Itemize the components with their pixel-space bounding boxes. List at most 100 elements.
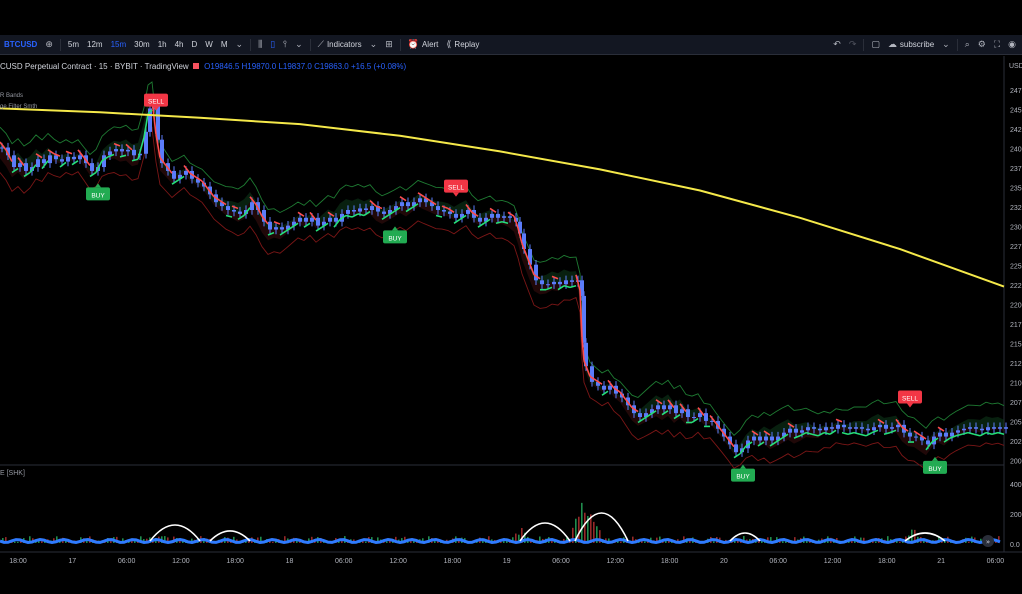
candle-body: [220, 202, 224, 207]
interval-w[interactable]: W: [205, 40, 213, 49]
candle-body: [854, 427, 858, 429]
candle-body: [564, 280, 568, 285]
indicator-label[interactable]: ge Filter Smth: [0, 104, 38, 110]
candle-body: [546, 284, 550, 286]
add-symbol-icon[interactable]: ⊕: [45, 39, 53, 49]
chevron-down-icon[interactable]: ⌄: [369, 39, 378, 49]
volume-indicator-label[interactable]: E [SHK]: [0, 470, 25, 477]
interval-1h[interactable]: 1h: [157, 40, 167, 49]
price-tick-label: 237: [1010, 166, 1022, 173]
candle-body: [914, 436, 918, 438]
candle-body: [704, 413, 708, 421]
badge-box: [731, 468, 755, 482]
trailing-stop-segment: [59, 161, 67, 168]
volume-bar: [578, 516, 580, 543]
volume-bar: [899, 541, 901, 543]
sell-signal-badge: SELL: [898, 390, 922, 408]
volume-bar: [641, 540, 643, 543]
interval-m[interactable]: M: [220, 40, 228, 49]
subscribe-button[interactable]: ☁ subscribe: [884, 39, 938, 50]
trailing-stop-segment: [715, 422, 723, 432]
trailing-stop-segment: [955, 433, 963, 437]
trailing-stop-segment: [579, 290, 583, 338]
redo-icon[interactable]: ↷: [848, 39, 857, 49]
trailing-stop-segment: [435, 214, 443, 218]
templates-icon[interactable]: ⊞: [385, 39, 393, 49]
candle-body: [992, 427, 996, 429]
trailing-stop-segment: [41, 160, 49, 170]
volume-bar: [743, 536, 745, 543]
candle-body: [662, 405, 666, 410]
badge-pointer: [740, 464, 746, 469]
candles-icon[interactable]: ▯: [270, 39, 276, 49]
candle-body: [490, 213, 494, 218]
interval-4h[interactable]: 4h: [174, 40, 184, 49]
interval-30m[interactable]: 30m: [134, 40, 150, 49]
trailing-stop-segment: [521, 243, 529, 260]
candle-body: [752, 436, 756, 441]
trailing-stop-segment: [303, 222, 311, 228]
indicator-label[interactable]: R Bands: [0, 93, 24, 99]
candle-body: [18, 163, 22, 168]
trailing-stop-segment: [357, 213, 365, 217]
chevron-down-icon[interactable]: ⌄: [942, 39, 950, 49]
bar-style-icon[interactable]: ⫼: [258, 39, 263, 49]
candle-body: [114, 149, 118, 152]
candle-body: [734, 444, 738, 453]
trailing-stop-segment: [495, 220, 503, 225]
candle-body: [268, 221, 272, 230]
interval-5m[interactable]: 5m: [67, 40, 80, 49]
volume-bar: [365, 541, 367, 543]
compare-icon[interactable]: ⫯: [283, 39, 288, 49]
volume-bar: [593, 521, 595, 543]
candle-body: [376, 206, 380, 212]
trailing-stop-segment: [793, 435, 801, 439]
divider: [250, 38, 252, 51]
chevron-down-icon[interactable]: ⌄: [235, 39, 244, 49]
volume-bar: [770, 537, 772, 543]
candle-body: [650, 409, 654, 414]
trailing-stop-segment: [315, 226, 323, 232]
symbol-search[interactable]: BTCUSD: [4, 40, 38, 49]
candle-body: [496, 213, 500, 218]
scroll-right-button[interactable]: [982, 535, 994, 547]
candle-body: [418, 198, 422, 203]
volume-bar: [314, 541, 316, 543]
volume-bar: [512, 537, 514, 543]
trailing-stop-segment: [53, 153, 61, 157]
badge-pointer: [153, 106, 159, 111]
indicators-button[interactable]: ⟋ Indicators: [314, 39, 366, 50]
interval-d[interactable]: D: [191, 40, 198, 49]
time-tick-label: 18:00: [9, 558, 27, 565]
candle-body: [590, 366, 594, 382]
trailing-stop-segment: [667, 399, 675, 409]
trailing-stop-segment: [261, 215, 269, 225]
replay-button[interactable]: ⟪ Replay: [442, 39, 483, 50]
candle-body: [644, 413, 648, 418]
camera-icon[interactable]: ◉: [1008, 39, 1016, 49]
gear-icon[interactable]: ⚙: [977, 39, 986, 49]
alert-button[interactable]: ⏰ Alert: [404, 39, 443, 50]
search-icon[interactable]: ⌕: [964, 39, 970, 49]
time-tick-label: 12:00: [607, 558, 625, 565]
candle-body: [262, 210, 266, 222]
trailing-stop-segment: [601, 390, 609, 396]
candle-body: [580, 280, 584, 296]
buy-signal-badge: BUY: [383, 226, 407, 244]
interval-12m[interactable]: 12m: [87, 40, 103, 49]
volume-bar: [767, 537, 769, 543]
interval-15m[interactable]: 15m: [110, 40, 127, 49]
undo-icon[interactable]: ↶: [833, 39, 841, 49]
volume-bar: [689, 539, 691, 543]
volume-bar: [572, 527, 574, 543]
candle-body: [460, 213, 464, 218]
candle-body: [896, 424, 900, 428]
chevron-down-icon[interactable]: ⌄: [295, 39, 303, 49]
layout-icon[interactable]: ▢: [871, 39, 880, 49]
volume-bar: [272, 541, 274, 543]
fullscreen-icon[interactable]: ⛶: [993, 39, 1001, 49]
trailing-stop-segment: [243, 207, 251, 216]
trailing-stop-segment: [375, 205, 383, 210]
volume-bar: [503, 540, 505, 543]
